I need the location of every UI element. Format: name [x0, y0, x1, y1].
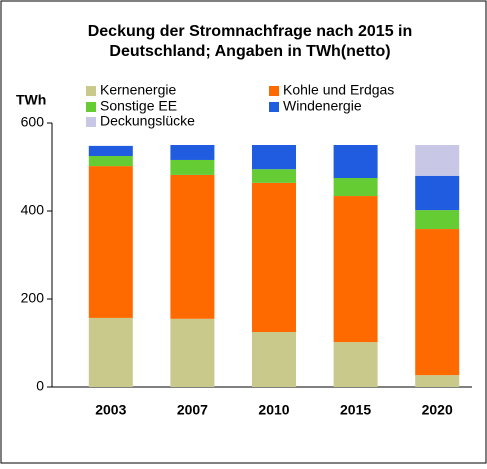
- bar-segment: [415, 175, 460, 211]
- bar-segment: [88, 156, 133, 167]
- bar-segment: [170, 159, 215, 175]
- bar-segment: [415, 145, 460, 176]
- bar-segment: [333, 342, 378, 387]
- legend-swatch: [269, 102, 279, 112]
- bar-segment: [415, 229, 460, 376]
- legend-label: Kohle und Erdgas: [283, 82, 394, 98]
- bar-segment: [415, 375, 460, 387]
- x-tick-label: 2010: [258, 402, 289, 418]
- legend-label: Windenergie: [283, 98, 362, 114]
- legend-swatch: [269, 86, 279, 96]
- legend-swatch: [86, 117, 96, 127]
- legend-label: Deckungslücke: [100, 113, 195, 129]
- legend-swatch: [86, 102, 96, 112]
- legend-label: Sonstige EE: [100, 98, 177, 114]
- bar-segment: [252, 182, 296, 332]
- bar-segment: [333, 178, 378, 197]
- x-tick-label: 2007: [177, 402, 208, 418]
- y-tick-label: 0: [36, 378, 44, 394]
- x-tick-label: 2003: [95, 402, 126, 418]
- legend-label: Kernenergie: [100, 82, 176, 98]
- y-tick-label: 200: [21, 290, 45, 306]
- x-tick-label: 2020: [422, 402, 453, 418]
- bar-segment: [170, 174, 215, 319]
- bar-segment: [415, 210, 460, 230]
- bar-segment: [88, 166, 133, 318]
- bar-segment: [88, 145, 133, 156]
- y-axis-label: TWh: [16, 92, 46, 108]
- bar-segment: [170, 145, 215, 160]
- x-tick-label: 2015: [340, 402, 371, 418]
- bar-segment: [88, 317, 133, 387]
- bar-segment: [252, 332, 296, 387]
- y-tick-label: 400: [21, 202, 45, 218]
- chart-title: Deutschland; Angaben in TWh(netto): [109, 43, 390, 60]
- bar-segment: [333, 196, 378, 343]
- y-tick-label: 600: [21, 114, 45, 130]
- chart-title: Deckung der Stromnachfrage nach 2015 in: [88, 23, 413, 40]
- bar-segment: [333, 145, 378, 178]
- bar-segment: [252, 145, 296, 170]
- bar-segment: [252, 169, 296, 183]
- legend-swatch: [86, 86, 96, 96]
- bar-segment: [170, 318, 215, 387]
